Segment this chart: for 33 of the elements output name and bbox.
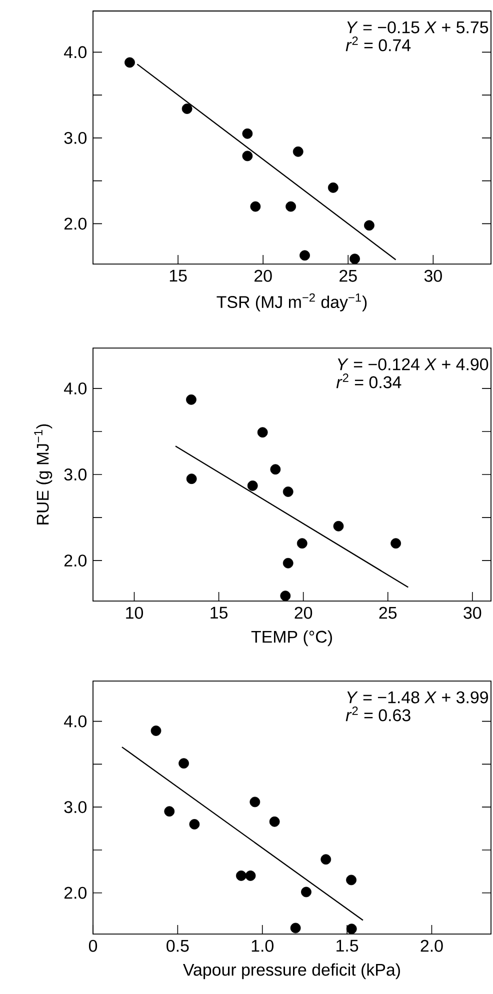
annotation: Y = −0.15 X + 5.75 [347,21,488,34]
x-tick-label: 1.0 [252,940,274,952]
y-tick-label: 4.0 [64,46,86,58]
x-tick-label: 25 [340,270,357,282]
x-axis-title: Vapour pressure deficit (kPa) [183,963,400,980]
y-tick-label: 2.0 [64,554,86,567]
y-tick-label: 2.0 [64,886,86,899]
annotation: Y = −1.48 X + 3.99 [347,691,488,704]
annotation: Y = −0.124 X + 4.90 [338,358,488,370]
x-tick-label: 20 [254,270,272,282]
x-tick-label: 1.5 [336,940,358,952]
y-tick-label: 4.0 [64,382,86,394]
x-tick-label: 30 [464,606,482,619]
x-tick-label: 15 [170,270,187,282]
x-tick-label: 25 [379,606,397,619]
x-tick-label: 0 [88,940,98,952]
y-tick-label: 2.0 [64,218,86,230]
y-axis-title: RUE (g MJ$^{−1}$) [34,424,52,524]
y-tick-label: 4.0 [64,715,86,728]
x-tick-label: 2.0 [420,940,443,952]
y-tick-label: 3.0 [64,132,86,144]
x-tick-label: 20 [294,606,312,619]
y-tick-label: 3.0 [64,468,86,481]
annotation: r$^{2}$ = 0.63 [346,706,410,722]
y-tick-label: 3.0 [64,801,86,814]
x-axis-title: TSR (MJ m$^{−2}$ day$^{−1}$) [216,293,367,312]
annotation: r$^{2}$ = 0.74 [346,36,411,52]
x-tick-label: 15 [210,606,228,619]
annotation: r$^{2}$ = 0.34 [336,374,402,388]
x-tick-label: 0.5 [166,940,189,952]
x-tick-label: 30 [424,270,442,282]
x-tick-label: 10 [126,606,144,619]
x-axis-title: TEMP (°C) [251,630,332,646]
